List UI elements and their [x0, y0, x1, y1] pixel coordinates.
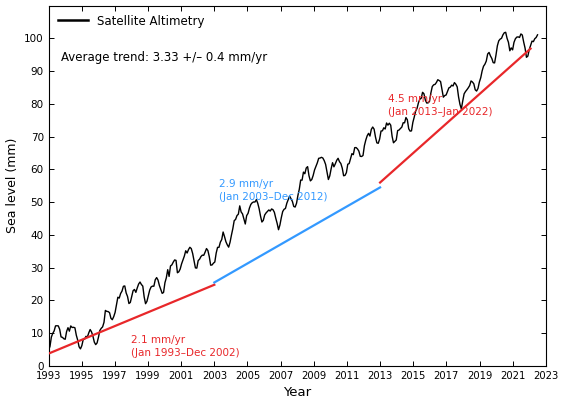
X-axis label: Year: Year — [283, 386, 311, 399]
Text: 2.1 mm/yr
(Jan 1993–Dec 2002): 2.1 mm/yr (Jan 1993–Dec 2002) — [131, 335, 240, 358]
Legend: Satellite Altimetry: Satellite Altimetry — [55, 11, 208, 32]
Y-axis label: Sea level (mm): Sea level (mm) — [6, 138, 19, 233]
Text: 4.5 mm/yr
(Jan 2013–Jan 2022): 4.5 mm/yr (Jan 2013–Jan 2022) — [389, 94, 493, 117]
Text: Average trend: 3.33 +/– 0.4 mm/yr: Average trend: 3.33 +/– 0.4 mm/yr — [61, 51, 267, 64]
Text: 2.9 mm/yr
(Jan 2003–Dec 2012): 2.9 mm/yr (Jan 2003–Dec 2012) — [219, 179, 328, 202]
